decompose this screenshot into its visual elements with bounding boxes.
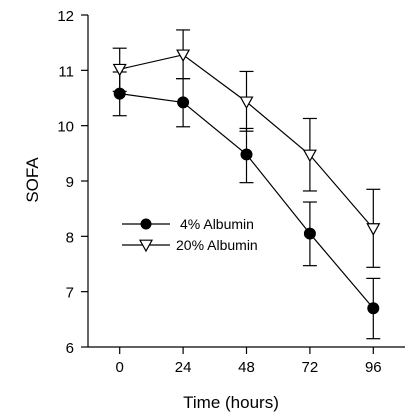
y-tick-label: 11 [58,63,74,80]
albumin-20-point [112,63,127,77]
albumin-4-point [240,148,253,161]
x-tick-label: 72 [302,359,319,376]
y-tick-label: 10 [57,119,74,136]
albumin-4-legend-label: 4% Albumin [180,216,254,232]
legend: 4% Albumin 20% Albumin [122,216,258,253]
axes: 6 7 8 9 10 11 12 0 24 48 72 96 [57,8,405,376]
albumin-20-point [302,149,317,163]
albumin-20-legend-label: 20% Albumin [176,237,258,253]
albumin-20-point [239,96,254,110]
error-bars [112,29,381,340]
y-tick-label: 7 [66,285,74,302]
y-tick-label: 9 [66,174,74,191]
albumin-4-legend-marker [140,218,152,230]
x-tick-label: 48 [238,359,255,376]
albumin-20-point [176,49,191,63]
y-tick-label: 12 [57,8,74,25]
albumin-4-point [367,302,380,315]
x-tick-label: 0 [116,359,124,376]
albumin-4-point [303,227,316,240]
x-axis-label: Time (hours) [183,393,279,412]
x-tick-label: 24 [175,359,192,376]
series-markers [112,49,381,315]
albumin-4-point [177,96,190,109]
x-tick-label: 96 [365,359,382,376]
y-tick-label: 6 [66,340,74,357]
albumin-4-point [113,87,126,100]
y-tick-label: 8 [66,229,74,246]
albumin-20-legend-marker [138,239,154,253]
albumin-20-point [366,223,381,236]
y-axis-label: SOFA [23,157,42,203]
